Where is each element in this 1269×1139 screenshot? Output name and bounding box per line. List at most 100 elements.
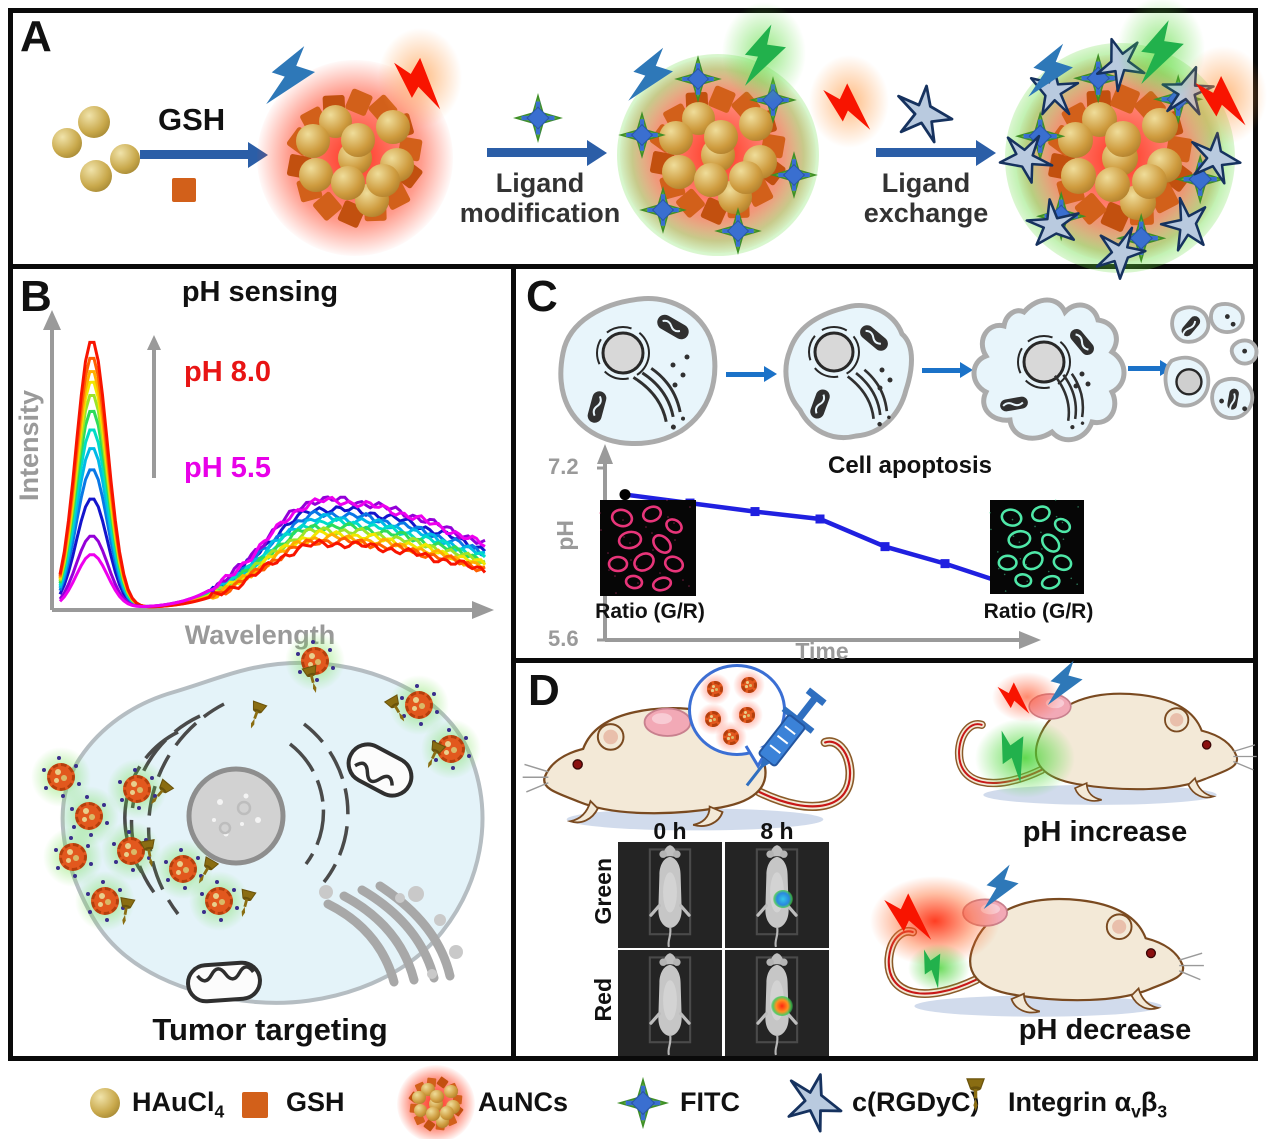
- gsh-square-icon: [1159, 158, 1194, 193]
- aunc-core: [707, 681, 723, 697]
- ligand-modification-label-1: Ligand: [495, 168, 585, 198]
- red-glow: [699, 673, 731, 705]
- bolt-svg: [983, 864, 1019, 910]
- excitation-bolt-icon: [1047, 658, 1083, 710]
- gold-core-sphere: [376, 110, 410, 144]
- gsh-square-icon: [436, 1076, 449, 1089]
- bolt-svg: [1141, 20, 1184, 85]
- gold-core-sphere: [413, 1104, 428, 1118]
- legend-integrin-label: Integrin αvβ3: [1008, 1087, 1167, 1122]
- panel-c-label: C: [526, 272, 558, 321]
- ligand-modification-arrow: [487, 139, 607, 166]
- gold-core-sphere: [1094, 166, 1131, 203]
- gsh-square-icon: [1047, 152, 1076, 181]
- gold-core-sphere: [1142, 107, 1178, 144]
- gold-core-sphere: [1081, 101, 1118, 138]
- gsh-square-icon: [1073, 192, 1108, 226]
- gsh-square-icon: [707, 84, 737, 114]
- excitation-bolt-icon: [266, 42, 316, 112]
- ph-increase-label: pH increase: [1022, 816, 1188, 848]
- gold-core-sphere: [444, 1084, 458, 1099]
- gsh-square-icon: [1060, 101, 1093, 134]
- gold-core-sphere: [739, 107, 773, 141]
- gsh-square-icon: [380, 181, 412, 212]
- gsh-square-icon: [1129, 200, 1154, 226]
- gold-core-sphere: [729, 160, 763, 195]
- gsh-square-icon: [674, 187, 706, 220]
- ph-marker: [880, 542, 890, 552]
- ph-direction-arrow: [146, 335, 161, 478]
- gold-dot: [749, 684, 752, 688]
- fitc-icon: [513, 93, 563, 143]
- ph-marker: [940, 559, 950, 569]
- apoptotic-bodies: [1163, 302, 1259, 420]
- gsh-square-icon: [760, 133, 787, 160]
- gsh-square-icon: [1154, 110, 1184, 140]
- gsh-square-icon: [294, 175, 323, 204]
- cell-ring: [1022, 551, 1044, 571]
- grid-col-0h: 0 h: [653, 818, 687, 844]
- cell-ring: [1040, 533, 1061, 553]
- gold-core-sphere: [681, 101, 716, 136]
- legend-auncs-icon: [396, 1064, 476, 1139]
- tumor-cell-diagram: [60, 660, 485, 1005]
- red-emission-bolt-icon: [1179, 46, 1267, 146]
- cell-ring: [607, 555, 629, 573]
- gsh-square-icon: [445, 1114, 458, 1127]
- green-emission-bolt-icon: [1117, 0, 1205, 102]
- ratio-label-right: Ratio (G/R): [983, 600, 1094, 623]
- spectra-xlabel: Wavelength: [184, 620, 336, 650]
- mitochondrion: [186, 960, 262, 1004]
- gsh-square-icon: [452, 1094, 463, 1104]
- gold-core-sphere: [299, 158, 333, 192]
- gsh-square-icon: [392, 158, 425, 191]
- apoptosis-cell-3: [971, 297, 1127, 443]
- fitc-icon-svg: [616, 1076, 670, 1130]
- reaction-arrow: [140, 141, 268, 168]
- gold-dot: [743, 711, 747, 715]
- cell-ring: [1053, 517, 1072, 534]
- divider-c-d: [511, 658, 1257, 663]
- gold-core-sphere: [662, 155, 696, 189]
- legend-integrin-sub1: v: [1131, 1101, 1141, 1122]
- confocal-inset-green: [989, 499, 1084, 594]
- ph-endpoint-marker: [619, 489, 631, 501]
- cell-ring: [663, 555, 685, 573]
- ligand-modification-label-2: modification: [459, 198, 621, 228]
- bolt-svg: [823, 83, 871, 130]
- cell-apoptosis-caption: Cell apoptosis: [827, 452, 993, 479]
- figure-frame: [8, 8, 1258, 1061]
- legend-gsh-label: GSH: [286, 1087, 345, 1117]
- gold-core-sphere: [1105, 121, 1141, 157]
- spectrum-curve-ph-8: [58, 340, 487, 609]
- gold-core-sphere: [1060, 158, 1097, 194]
- ph-high-label: pH 8.0: [184, 356, 272, 388]
- gsh-square-icon: [414, 1081, 427, 1094]
- gsh-square-icon: [322, 94, 347, 118]
- gold-core-sphere: [1102, 140, 1138, 176]
- cell-ring: [651, 576, 673, 592]
- gold-core-sphere: [421, 1082, 435, 1097]
- cell-ring: [1040, 574, 1061, 590]
- gsh-square-icon: [285, 125, 318, 158]
- bolt-svg: [997, 682, 1030, 714]
- gsh-square-icon: [451, 1104, 464, 1117]
- ph-low-label: pH 5.5: [184, 452, 272, 484]
- gold-ion: [78, 106, 110, 138]
- ph-marker: [815, 514, 825, 524]
- gold-core-sphere: [436, 1114, 450, 1128]
- gsh-square-icon: [750, 109, 779, 138]
- cell-ring: [1007, 529, 1032, 549]
- cell-ring: [997, 554, 1018, 571]
- ligand-exchange-label-2: exchange: [863, 198, 989, 228]
- aunc-mini-particle: [733, 669, 765, 701]
- spectra-plot: [43, 310, 494, 619]
- fitc-icon-svg: [513, 93, 563, 143]
- gsh-square-icon: [435, 1120, 446, 1131]
- ph-ylabel: pH: [552, 520, 578, 551]
- spectra-ylabel: Intensity: [14, 390, 44, 502]
- aunc-mini-particle: [697, 703, 729, 735]
- legend-auncs-label: AuNCs: [478, 1087, 569, 1117]
- gold-core-sphere: [440, 1106, 454, 1120]
